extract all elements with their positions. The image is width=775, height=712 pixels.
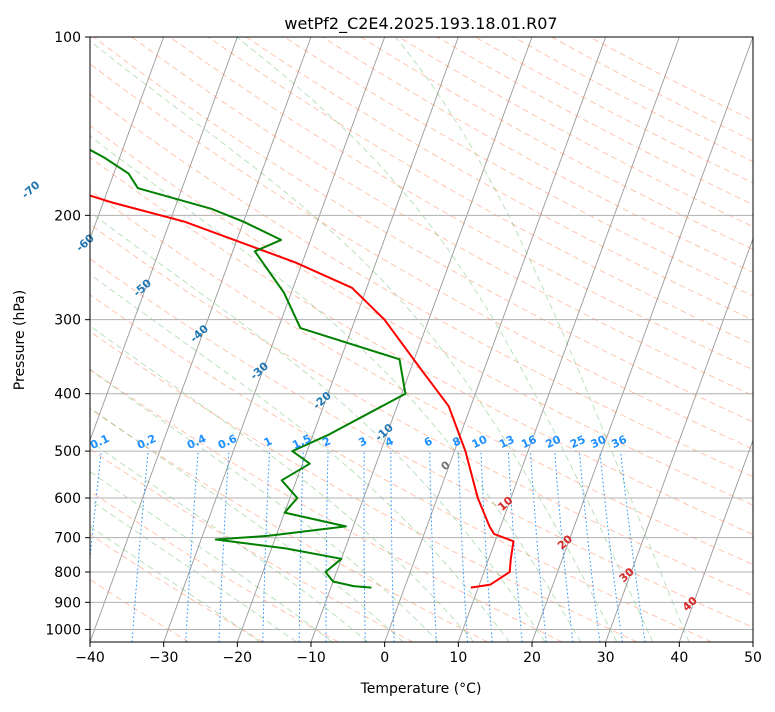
x-tick-label: −40 (75, 650, 105, 666)
x-tick-label: 40 (670, 650, 688, 666)
y-tick-label: 700 (54, 531, 81, 547)
x-tick-label: 10 (449, 650, 467, 666)
y-tick-label: 800 (54, 565, 81, 581)
chart-title: wetPf2_C2E4.2025.193.18.01.R07 (284, 14, 557, 34)
y-tick-label: 600 (54, 491, 81, 507)
y-tick-label: 500 (54, 444, 81, 460)
x-tick-label: 30 (597, 650, 615, 666)
y-tick-label: 400 (54, 387, 81, 403)
x-axis-title: Temperature (°C) (360, 681, 482, 697)
x-tick-label: 0 (380, 650, 389, 666)
x-tick-label: 20 (523, 650, 541, 666)
y-tick-label: 300 (54, 313, 81, 329)
y-tick-label: 200 (54, 208, 81, 224)
x-tick-label: 50 (744, 650, 762, 666)
y-axis-title: Pressure (hPa) (12, 290, 28, 390)
y-tick-label: 100 (54, 30, 81, 46)
y-tick-label: 900 (54, 595, 81, 611)
x-tick-label: −30 (149, 650, 179, 666)
x-tick-label: −10 (296, 650, 326, 666)
x-tick-label: −20 (223, 650, 253, 666)
y-tick-label: 1000 (45, 622, 81, 638)
